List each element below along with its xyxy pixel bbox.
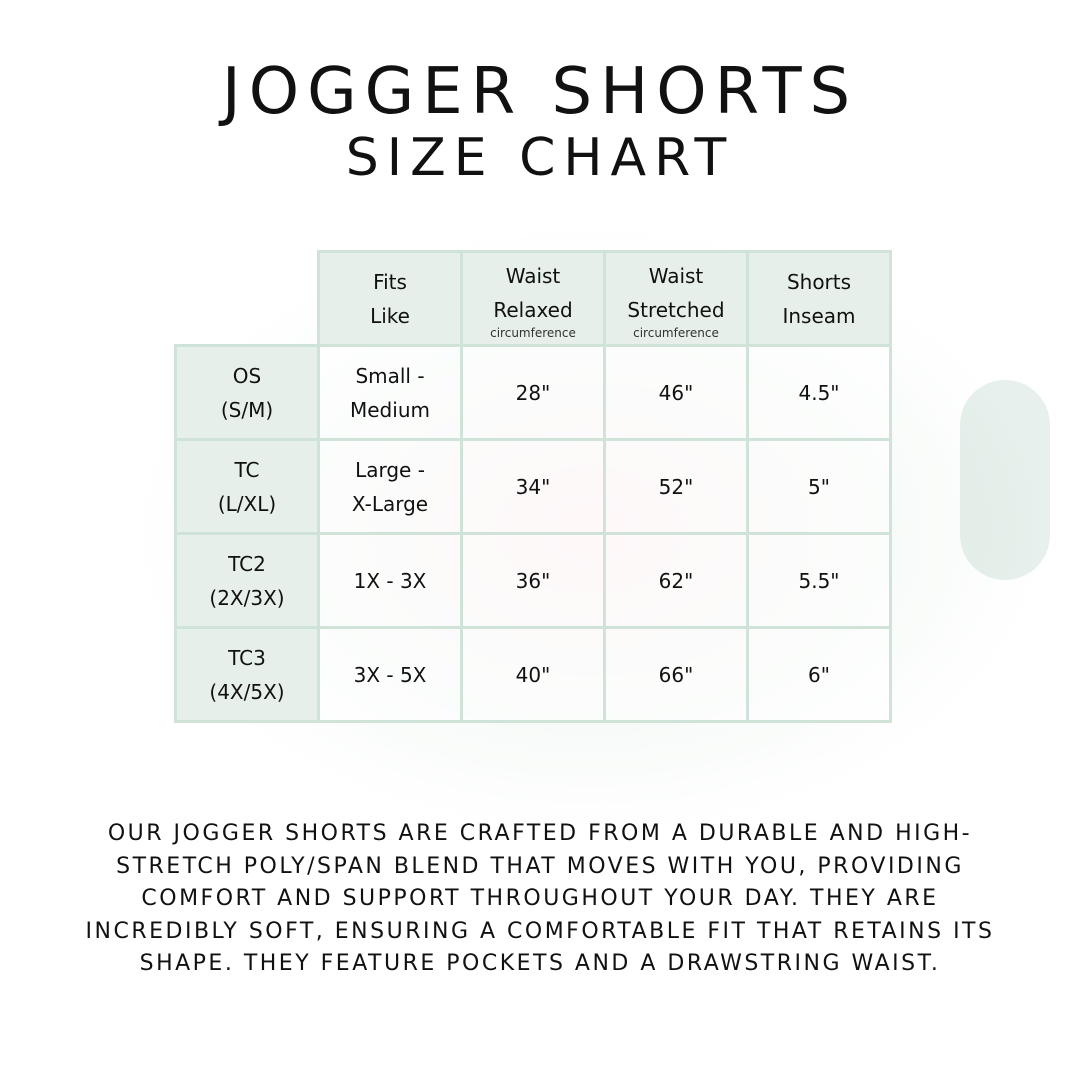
header-text: Fits [373,269,407,294]
size-cell: TC3 (4X/5X) [174,626,320,723]
size-cell: TC2 (2X/3X) [174,532,320,629]
header-row: Fits Like Waist Relaxed circumference Waist… [176,250,892,347]
page-title: JOGGER SHORTS [221,55,859,129]
inseam-cell: 4.5" [746,344,892,441]
table-row: TC2 (2X/3X) 1X - 3X 36" 62" 5.5" [174,532,892,629]
cactus-illustration [960,380,1050,580]
product-description: Our jogger shorts are crafted from a dur… [85,821,995,976]
header-text: Stretched [627,297,725,322]
fits-like-cell: Large - X-Large [317,438,463,535]
waist-stretched-cell: 62" [603,532,749,629]
header-text: Waist [648,263,704,288]
fits-like-cell: Small - Medium [317,344,463,441]
waist-stretched-cell: 52" [603,438,749,535]
header-subtext: circumference [490,325,576,340]
fits-text: Large - [355,457,425,482]
waist-relaxed-cell: 36" [460,532,606,629]
size-code: OS [232,363,262,388]
size-range: (L/XL) [217,491,277,516]
header-text: Shorts [786,269,852,294]
header-waist-stretched: Waist Stretched circumference [603,250,749,347]
header-text: Inseam [782,303,856,328]
size-range: (4X/5X) [209,679,285,704]
inseam-cell: 5.5" [746,532,892,629]
size-range: (S/M) [220,397,274,422]
inseam-cell: 6" [746,626,892,723]
waist-relaxed-cell: 40" [460,626,606,723]
waist-stretched-cell: 46" [603,344,749,441]
fits-text: Medium [350,397,430,422]
header-fits-like: Fits Like [317,250,463,347]
size-code: TC2 [228,551,266,576]
header-waist-relaxed: Waist Relaxed circumference [460,250,606,347]
corner-cell [176,252,319,346]
header-text: Waist [505,263,561,288]
size-cell: OS (S/M) [174,344,320,441]
table-row: OS (S/M) Small - Medium 28" 46" 4.5" [174,344,892,441]
header-text: Relaxed [493,297,573,322]
page-subtitle: SIZE CHART [345,128,735,188]
waist-relaxed-cell: 34" [460,438,606,535]
header-text: Like [370,303,410,328]
size-code: TC [234,457,260,482]
inseam-cell: 5" [746,438,892,535]
fits-text: Small - [355,363,425,388]
fits-text: X-Large [351,491,429,516]
size-range: (2X/3X) [209,585,285,610]
table-row: TC (L/XL) Large - X-Large 34" 52" 5" [174,438,892,535]
size-code: TC3 [228,645,266,670]
fits-like-cell: 1X - 3X [317,532,463,629]
header-subtext: circumference [633,325,719,340]
waist-relaxed-cell: 28" [460,344,606,441]
table-row: TC3 (4X/5X) 3X - 5X 40" 66" 6" [174,626,892,723]
header-shorts-inseam: Shorts Inseam [746,250,892,347]
size-cell: TC (L/XL) [174,438,320,535]
size-chart-table: Fits Like Waist Relaxed circumference Waist… [174,250,892,723]
waist-stretched-cell: 66" [603,626,749,723]
fits-like-cell: 3X - 5X [317,626,463,723]
